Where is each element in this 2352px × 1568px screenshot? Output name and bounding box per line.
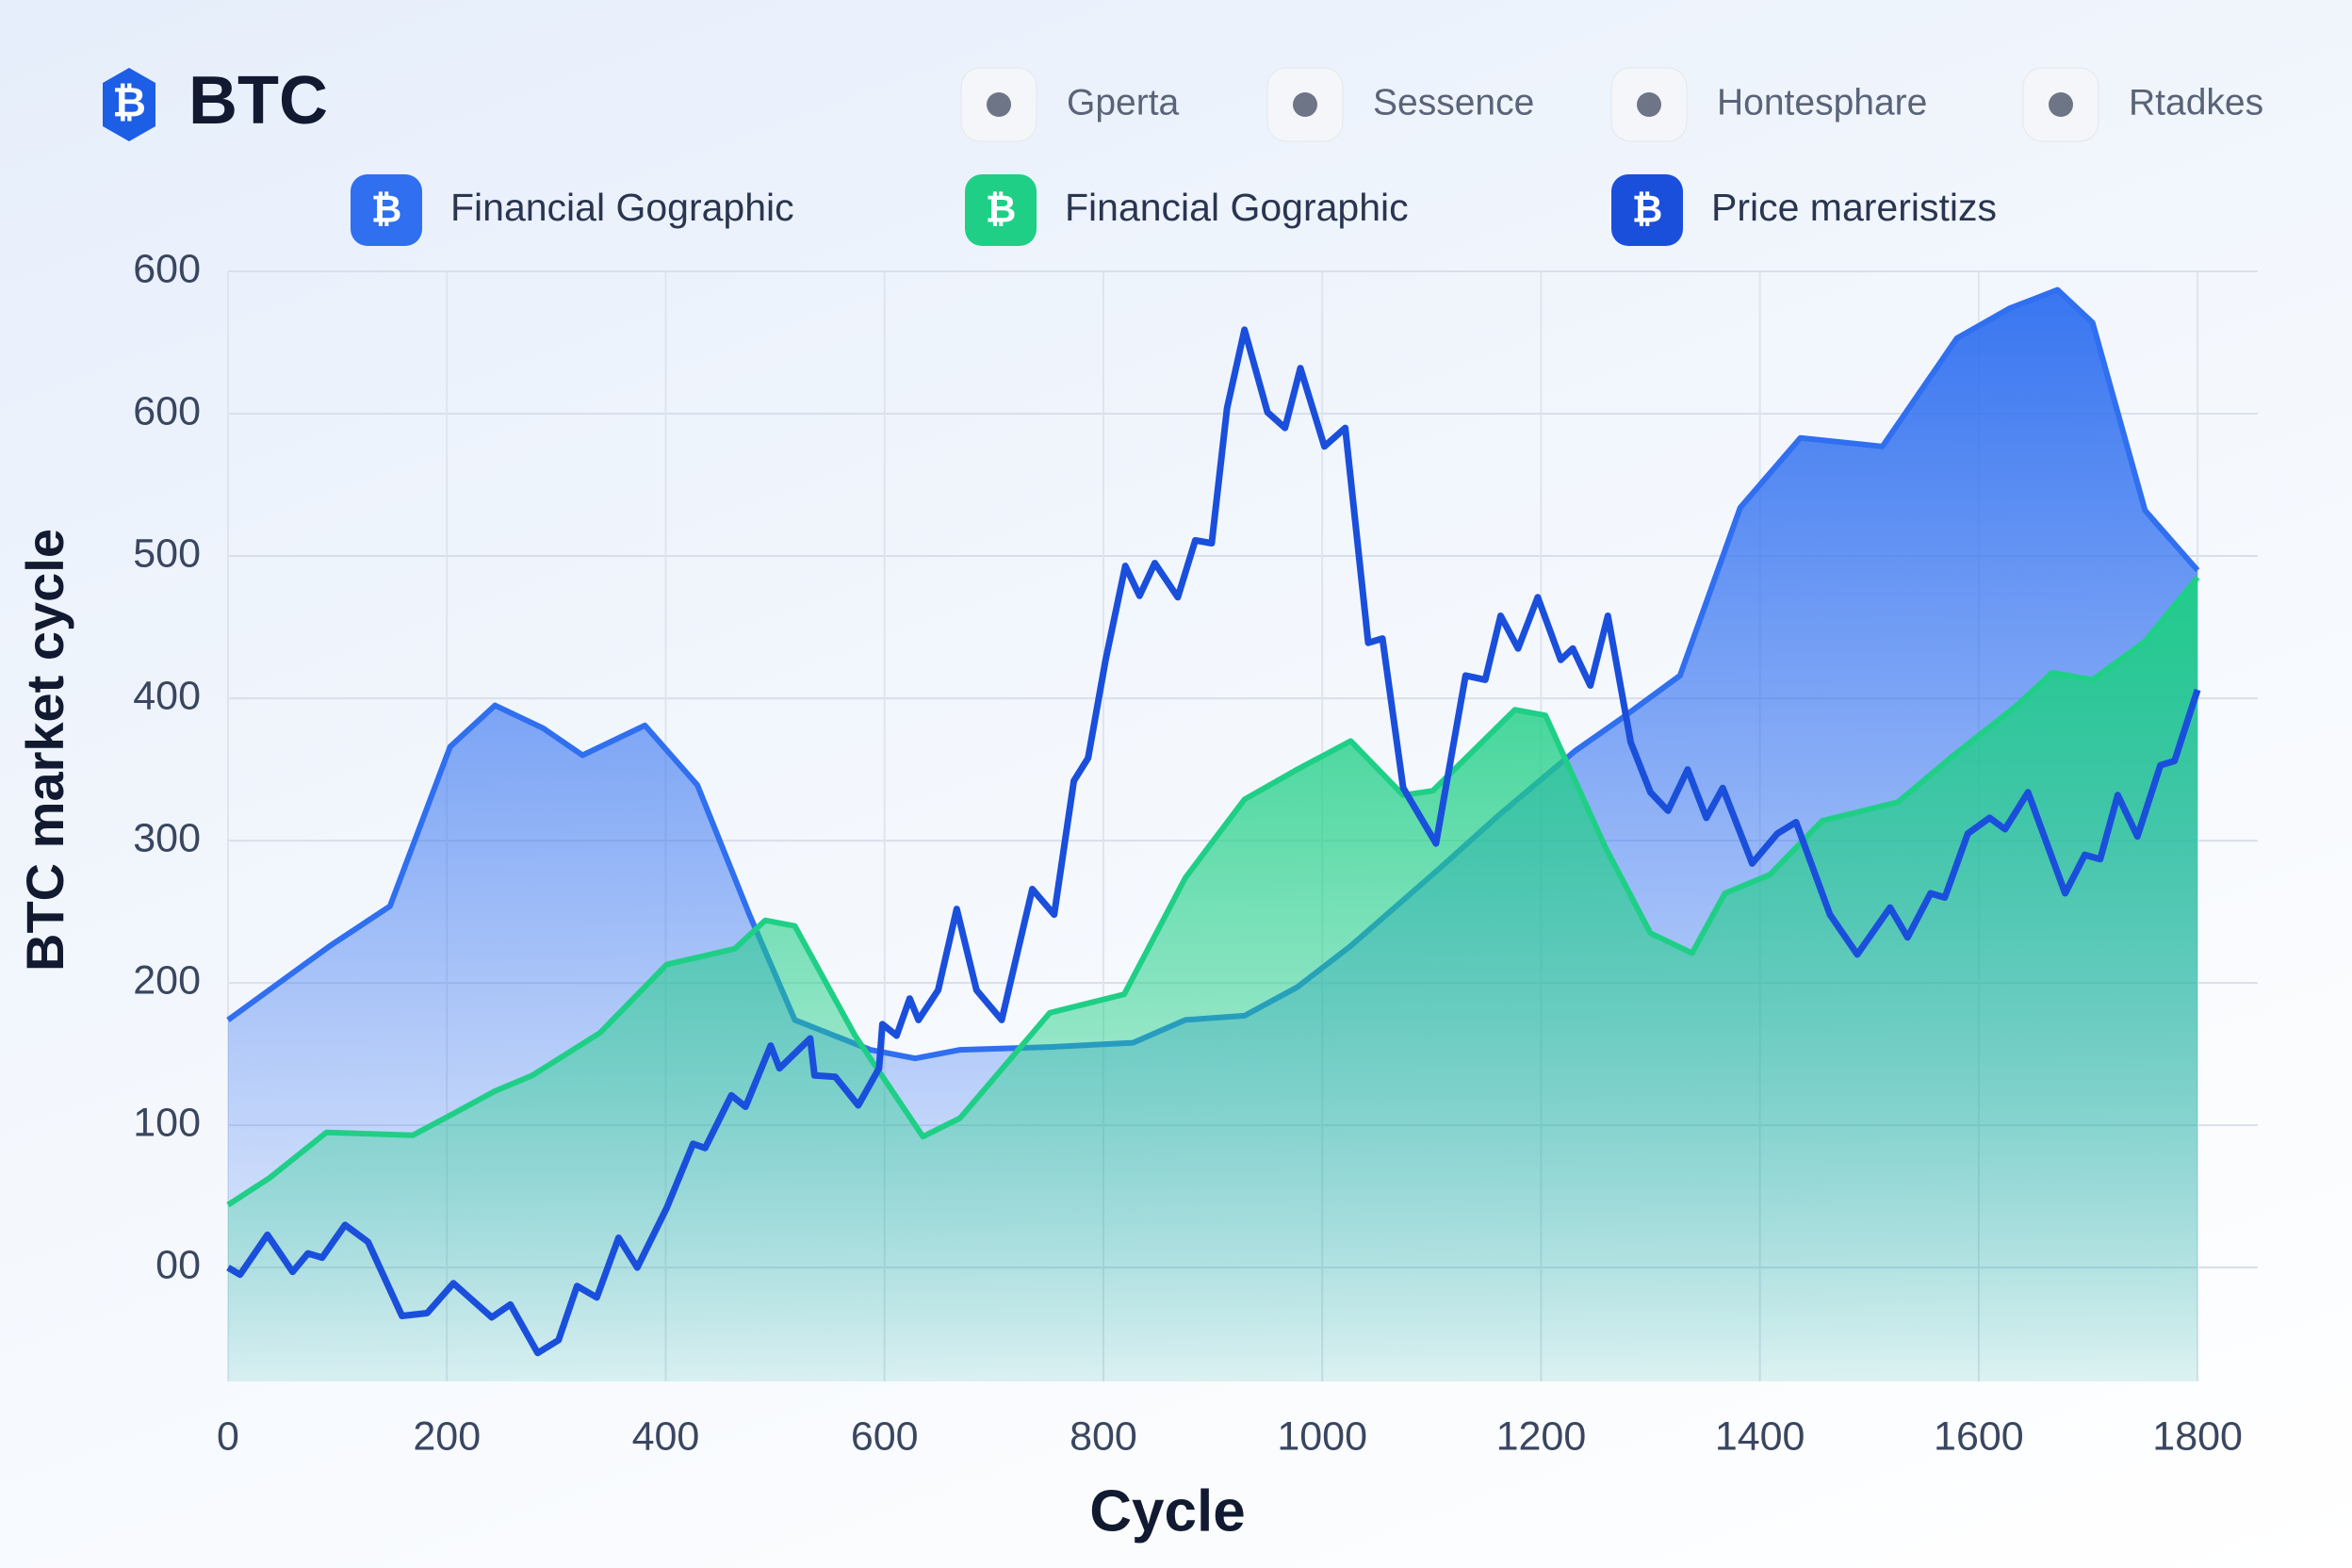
legend-icon-glyph: ₿	[1632, 189, 1663, 231]
legend-entry: Financial Gographic	[450, 186, 794, 229]
y-tick-label: 400	[133, 673, 201, 718]
y-tick-label: 200	[133, 957, 201, 1003]
nav-icon-glyph	[1293, 92, 1317, 117]
legend-icon	[351, 174, 422, 246]
x-tick-label: 200	[413, 1413, 481, 1459]
x-axis-label: Cycle	[1089, 1478, 1245, 1544]
legend-entry: Financial Gographic	[1065, 186, 1409, 229]
x-tick-label: 600	[851, 1413, 919, 1459]
chart-title: BTC	[188, 63, 328, 139]
x-tick-label: 1600	[1934, 1413, 2024, 1459]
svg-text:₿: ₿	[112, 80, 146, 126]
y-tick-label: 600	[133, 246, 201, 291]
line	[226, 326, 2201, 1357]
y-tick-label: 300	[133, 815, 201, 860]
y-tick-label: 600	[133, 388, 201, 433]
y-tick-label: 100	[133, 1101, 201, 1146]
nav-icon-glyph	[1637, 92, 1661, 117]
legend-entry: Price mareristizs	[1711, 186, 1997, 229]
y-tick-label: 00	[155, 1243, 201, 1288]
x-tick-label: 1400	[1715, 1413, 1805, 1459]
logo: ₿	[103, 68, 155, 141]
nav-item[interactable]: Gperta	[1067, 82, 1180, 122]
y-axis-label: BTC market cycle	[15, 529, 74, 972]
nav-icon-glyph	[2049, 92, 2073, 117]
x-tick-label: 1800	[2152, 1413, 2243, 1459]
area-fill	[228, 577, 2198, 1381]
x-tick-label: 1000	[1277, 1413, 1367, 1459]
x-tick-label: 400	[632, 1413, 700, 1459]
area-line	[226, 575, 2200, 1208]
legend-icon-glyph: ₿	[371, 189, 402, 231]
nav-icon-glyph	[987, 92, 1011, 117]
x-tick-label: 1200	[1496, 1413, 1587, 1459]
y-tick-label: 500	[133, 531, 201, 576]
x-tick-label: 800	[1070, 1413, 1137, 1459]
legend-icon	[965, 174, 1037, 246]
legend-icon-glyph: ₿	[986, 189, 1017, 231]
nav-item[interactable]: Sessence	[1373, 82, 1534, 122]
nav-item[interactable]: Rtadkes	[2129, 82, 2263, 122]
x-tick-label: 0	[217, 1413, 239, 1459]
legend-icon	[1611, 174, 1683, 246]
nav-item[interactable]: Hontesphare	[1717, 82, 1927, 122]
